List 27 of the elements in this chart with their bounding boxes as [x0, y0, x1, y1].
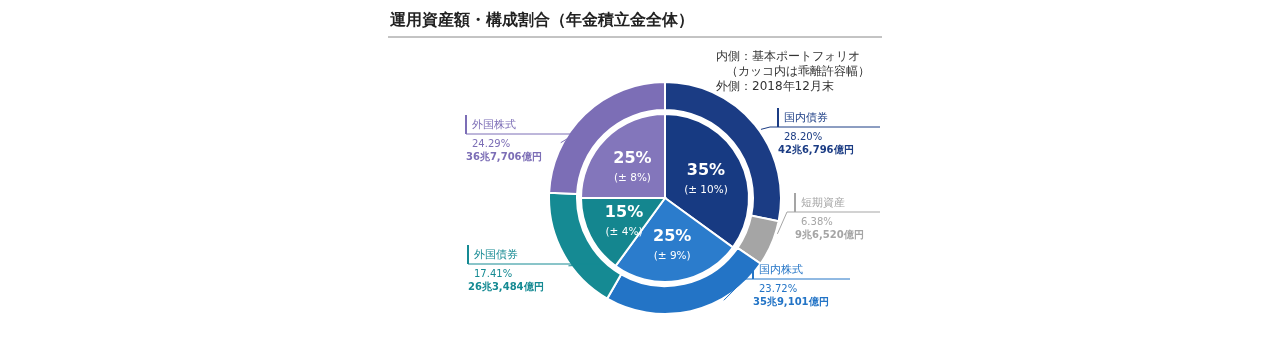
data-label: 24.29%: [472, 138, 511, 149]
data-label: 23.72%: [759, 283, 798, 294]
text: (± 10%): [684, 183, 728, 196]
data-label: 6.38%: [801, 216, 833, 227]
chart-title: 運用資産額・構成割合（年金積立金全体）: [389, 10, 694, 29]
data-label: 25%: [613, 148, 652, 168]
text: 36兆7,706億円: [466, 151, 542, 162]
text: (± 4%): [605, 224, 643, 237]
text: 42兆6,796億円: [778, 144, 854, 155]
data-label: 25%: [653, 226, 692, 246]
data-label: 35%: [686, 160, 726, 180]
data-label: 28.20%: [784, 131, 823, 142]
legend-label: 国内債券: [784, 111, 828, 124]
text: (± 9%): [653, 249, 691, 262]
data-label: 15%: [604, 201, 644, 221]
text: 外側：2018年12月末: [716, 79, 834, 93]
legend-label: 外国株式: [472, 118, 516, 131]
text: 9兆6,520億円: [795, 229, 864, 240]
text: （カッコ内は乖離許容幅）: [726, 64, 870, 78]
text: 内側：基本ポートフォリオ: [716, 49, 860, 63]
data-label: 17.41%: [474, 268, 513, 279]
text: (± 8%): [613, 171, 651, 184]
text: 26兆3,484億円: [468, 281, 544, 292]
legend-label: 国内株式: [759, 263, 803, 276]
legend-label: 外国債券: [474, 248, 518, 261]
text: 35兆9,101億円: [753, 296, 829, 307]
legend-label: 短期資産: [801, 196, 845, 209]
